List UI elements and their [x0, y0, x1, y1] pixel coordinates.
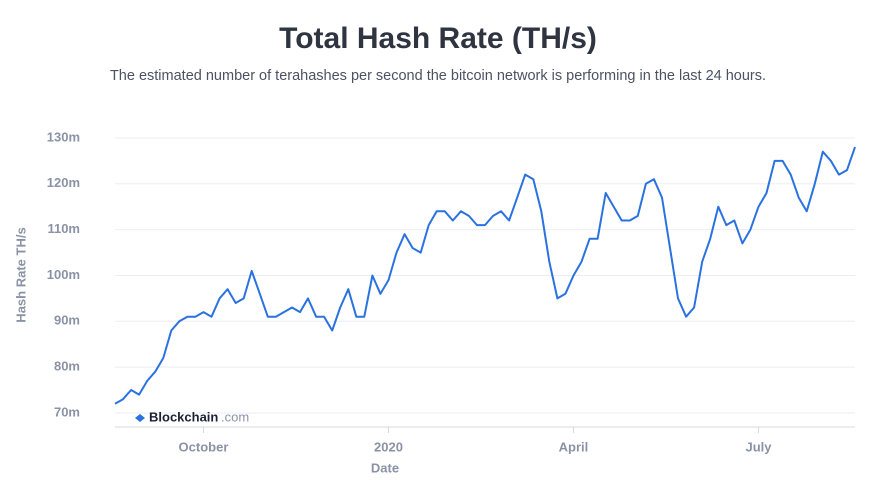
x-axis-label: Date	[371, 460, 399, 475]
y-tick-label: 120m	[47, 175, 80, 190]
x-tick-label: October	[179, 439, 229, 454]
watermark-logo	[135, 414, 145, 422]
y-tick-label: 130m	[47, 129, 80, 144]
y-axis-label: Hash Rate TH/s	[13, 227, 28, 322]
data-line	[114, 146, 856, 405]
y-tick-label: 100m	[47, 267, 80, 282]
y-tick-label: 70m	[54, 404, 80, 419]
y-tick-label: 80m	[54, 359, 80, 374]
x-tick-label: July	[745, 439, 772, 454]
watermark-suffix: .com	[221, 409, 249, 424]
y-tick-label: 90m	[54, 313, 80, 328]
watermark: Blockchain .com	[135, 409, 249, 424]
chart-subtitle: The estimated number of terahashes per s…	[110, 68, 766, 84]
x-tick-label: April	[559, 439, 589, 454]
y-tick-label: 110m	[47, 221, 80, 236]
chart-title: Total Hash Rate (TH/s)	[279, 22, 597, 55]
watermark-brand: Blockchain	[149, 409, 218, 424]
x-tick-label: 2020	[374, 439, 403, 454]
